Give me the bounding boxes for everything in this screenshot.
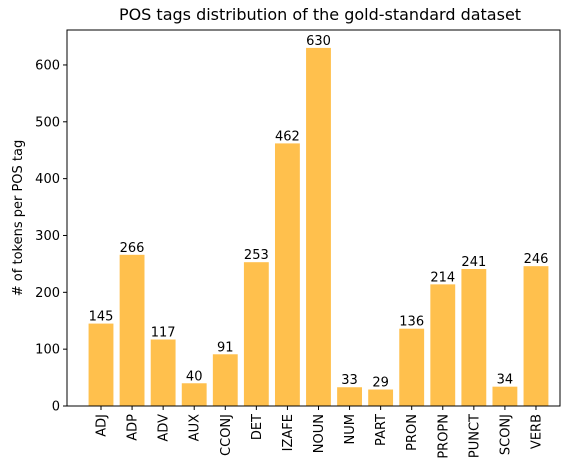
y-axis-label: # of tokens per POS tag	[11, 140, 26, 296]
x-tick-label: PRON	[405, 414, 420, 451]
y-tick-label: 300	[35, 229, 60, 244]
y-tick-label: 400	[35, 172, 60, 187]
bar	[399, 328, 425, 406]
x-tick-label: NOUN	[312, 414, 327, 453]
value-label: 214	[430, 270, 455, 285]
x-tick-label: NUM	[343, 414, 358, 444]
value-label: 117	[151, 325, 176, 340]
bar	[181, 383, 207, 406]
y-tick-label: 600	[35, 58, 60, 73]
y-tick-label: 0	[52, 400, 60, 415]
x-tick-label: SCONJ	[498, 414, 513, 455]
bar	[523, 266, 549, 406]
x-tick-label: ADP	[126, 414, 141, 441]
bar	[337, 387, 362, 406]
value-label: 266	[120, 241, 145, 256]
bar	[306, 47, 331, 407]
value-label: 462	[275, 129, 300, 144]
value-label: 241	[461, 255, 486, 270]
bar	[492, 386, 518, 406]
bar	[430, 284, 456, 406]
y-tick-label: 200	[35, 286, 60, 301]
value-label: 246	[524, 252, 549, 267]
bar	[274, 143, 300, 406]
bar	[150, 339, 176, 406]
y-tick-label: 100	[35, 343, 60, 358]
bar	[461, 269, 487, 406]
x-tick-label: AUX	[188, 414, 203, 441]
x-tick-label: VERB	[529, 414, 544, 449]
x-tick-label: DET	[250, 414, 265, 440]
x-tick-label: CCONJ	[219, 414, 234, 456]
x-tick-label: ADJ	[95, 414, 110, 437]
value-label: 630	[306, 34, 331, 49]
value-label: 34	[497, 373, 514, 388]
value-label: 29	[372, 376, 389, 391]
value-label: 40	[186, 369, 203, 384]
y-tick-label: 500	[35, 115, 60, 130]
value-label: 253	[244, 248, 269, 263]
x-tick-label: PUNCT	[467, 414, 482, 458]
axes-frame	[66, 29, 561, 407]
value-label: 91	[217, 340, 234, 355]
bar	[243, 262, 269, 406]
bar	[119, 254, 145, 406]
value-label: 33	[341, 373, 358, 388]
bar	[88, 323, 114, 406]
x-tick-label: PROPN	[436, 414, 451, 459]
bar	[212, 354, 238, 406]
bar	[368, 389, 394, 406]
x-tick-label: ADV	[157, 414, 172, 442]
value-label: 145	[89, 310, 114, 325]
x-tick-label: IZAFE	[281, 414, 296, 451]
chart-title: POS tags distribution of the gold-standa…	[119, 5, 521, 24]
value-label: 136	[399, 315, 424, 330]
x-tick-label: PART	[374, 414, 389, 446]
